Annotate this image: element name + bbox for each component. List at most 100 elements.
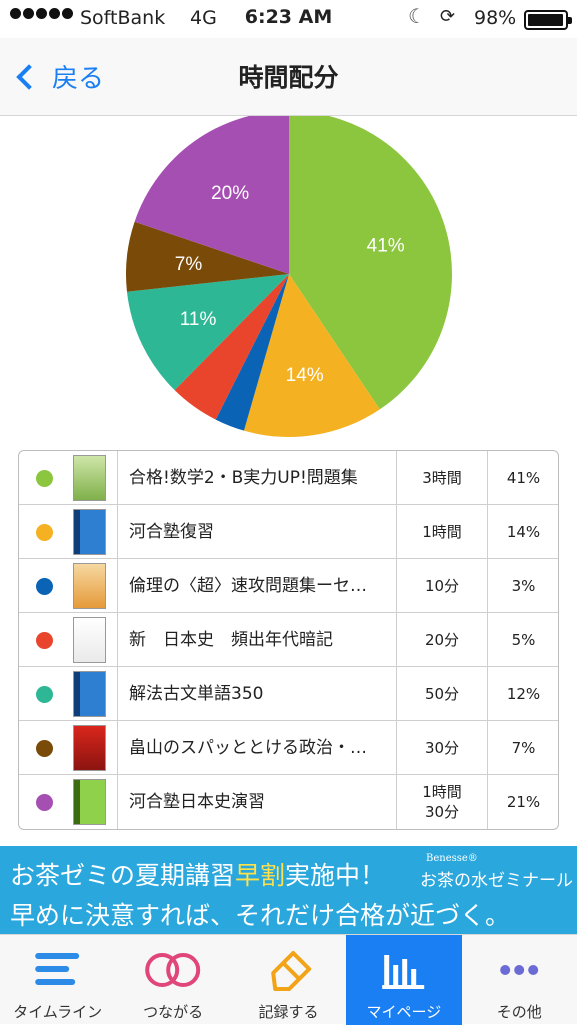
- tab-record[interactable]: 記録する: [231, 935, 346, 1025]
- time-allocation-table: 合格!数学2・B実力UP!問題集 3時間 41% 河合塾復習 1時間 14% 倫理の〈超〉速…: [18, 450, 559, 830]
- item-percent: 3%: [511, 577, 536, 595]
- item-percent: 7%: [511, 739, 536, 757]
- book-cover-red-icon: [73, 725, 106, 771]
- navigation-bar: 戻る 時間配分: [0, 38, 577, 116]
- battery-percent: 98%: [474, 7, 517, 29]
- column-divider: [487, 667, 488, 720]
- signal-strength-icon: [10, 8, 73, 19]
- table-row[interactable]: 解法古文単語350 50分 12%: [19, 667, 558, 721]
- legend-dot: [36, 470, 53, 487]
- rotation-lock-icon: ⟳: [440, 6, 456, 27]
- tab-more[interactable]: その他: [462, 935, 577, 1025]
- column-divider: [396, 559, 397, 612]
- legend-dot: [36, 794, 53, 811]
- tab-mypage[interactable]: マイページ: [346, 935, 462, 1025]
- connect-rings-icon: [145, 953, 201, 987]
- item-name: 河合塾復習: [129, 522, 214, 542]
- legend-dot: [36, 578, 53, 595]
- page-title: 時間配分: [238, 63, 339, 92]
- time-distribution-chart: 41% 14% 11% 7% 20%: [0, 116, 577, 440]
- column-divider: [396, 721, 397, 774]
- tab-label: タイムライン: [13, 1003, 103, 1021]
- battery-level: [528, 14, 564, 26]
- item-duration: 10分: [424, 577, 460, 595]
- column-divider: [396, 775, 397, 829]
- battery-icon: [524, 10, 572, 30]
- table-row[interactable]: 河合塾復習 1時間 14%: [19, 505, 558, 559]
- pie-slice: [243, 274, 380, 437]
- timeline-icon: [35, 953, 80, 985]
- tab-label: マイページ: [366, 1003, 442, 1021]
- back-button[interactable]: 戻る: [12, 58, 104, 95]
- item-duration: 1時間: [422, 523, 462, 541]
- tab-timeline[interactable]: タイムライン: [0, 935, 115, 1025]
- legend-dot: [36, 632, 53, 649]
- status-bar: SoftBank 4G 6:23 AM ☾ ⟳ 98%: [0, 0, 577, 38]
- column-divider: [396, 613, 397, 666]
- column-divider: [396, 451, 397, 504]
- item-percent: 12%: [506, 685, 541, 703]
- item-percent: 21%: [506, 793, 541, 811]
- column-divider: [117, 775, 118, 829]
- pie-slice: [289, 116, 452, 410]
- book-cover-green-icon: [73, 455, 106, 501]
- column-divider: [117, 667, 118, 720]
- back-label: 戻る: [52, 64, 105, 94]
- item-name: 河合塾日本史演習: [129, 792, 265, 812]
- banner-headline-a: お茶ゼミの夏期講習: [10, 861, 236, 890]
- column-divider: [117, 721, 118, 774]
- item-percent: 14%: [506, 523, 541, 541]
- column-divider: [117, 613, 118, 666]
- clock: 6:23 AM: [244, 6, 333, 28]
- column-divider: [487, 613, 488, 666]
- advertisement-banner[interactable]: お茶ゼミの夏期講習早割実施中！ Benesse® お茶の水ゼミナール 早めに決意…: [0, 846, 577, 934]
- item-name: 解法古文単語350: [129, 684, 264, 704]
- column-divider: [117, 505, 118, 558]
- tab-label: つながる: [143, 1003, 204, 1021]
- table-row[interactable]: 合格!数学2・B実力UP!問題集 3時間 41%: [19, 451, 558, 505]
- column-divider: [117, 451, 118, 504]
- item-duration: 1時間 30分: [422, 783, 462, 821]
- book-cover-blue-icon: [73, 509, 106, 555]
- column-divider: [487, 721, 488, 774]
- carrier-name: SoftBank: [80, 7, 166, 29]
- pie-slice: [126, 274, 289, 391]
- tab-connect[interactable]: つながる: [115, 935, 230, 1025]
- pie-chart: 41% 14% 11% 7% 20%: [126, 116, 452, 437]
- book-cover-white-icon: [73, 617, 106, 663]
- item-name: 畠山のスパッととける政治・…: [129, 738, 367, 758]
- tab-label: その他: [496, 1003, 542, 1021]
- pie-slice-label: 14%: [286, 365, 324, 386]
- column-divider: [487, 505, 488, 558]
- banner-brand: お茶の水ゼミナール: [420, 871, 573, 891]
- legend-dot: [36, 686, 53, 703]
- pie-slice: [126, 221, 290, 292]
- item-percent: 41%: [506, 469, 541, 487]
- network-type: 4G: [190, 7, 217, 29]
- pie-slice: [215, 274, 289, 431]
- do-not-disturb-icon: ☾: [408, 4, 426, 28]
- banner-headline-highlight: 早割: [235, 861, 286, 890]
- bar-chart-icon: [382, 955, 425, 989]
- table-row[interactable]: 新 日本史 頻出年代暗記 20分 5%: [19, 613, 558, 667]
- item-name: 新 日本史 頻出年代暗記: [129, 630, 333, 650]
- item-duration: 30分: [424, 739, 460, 757]
- table-row[interactable]: 畠山のスパッととける政治・… 30分 7%: [19, 721, 558, 775]
- book-cover-blue-icon: [73, 671, 106, 717]
- banner-subline: 早めに決意すれば、それだけ合格が近づく。: [10, 901, 511, 930]
- item-duration: 20分: [424, 631, 460, 649]
- pie-slice-label: 41%: [367, 236, 405, 257]
- pie-slice-label: 11%: [180, 309, 217, 330]
- table-row[interactable]: 倫理の〈超〉速攻問題集ーセ… 10分 3%: [19, 559, 558, 613]
- column-divider: [396, 505, 397, 558]
- legend-dot: [36, 524, 53, 541]
- banner-headline: お茶ゼミの夏期講習早割実施中！: [10, 856, 385, 892]
- pie-slice-label: 7%: [175, 254, 203, 275]
- more-dots-icon: [499, 965, 538, 975]
- item-name: 倫理の〈超〉速攻問題集ーセ…: [129, 576, 367, 596]
- tab-bar: タイムライン つながる 記録する マイページ その他: [0, 934, 577, 1025]
- item-percent: 5%: [511, 631, 536, 649]
- column-divider: [487, 775, 488, 829]
- column-divider: [396, 667, 397, 720]
- table-row[interactable]: 河合塾日本史演習 1時間 30分 21%: [19, 775, 558, 829]
